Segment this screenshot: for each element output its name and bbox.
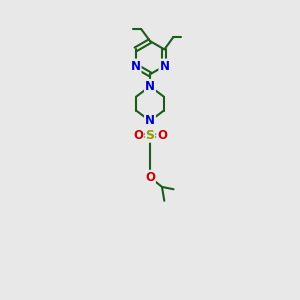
Text: N: N (159, 59, 170, 73)
Text: N: N (145, 80, 155, 93)
Text: N: N (145, 114, 155, 128)
Text: O: O (145, 171, 155, 184)
Text: N: N (130, 59, 141, 73)
Text: O: O (157, 129, 167, 142)
Text: O: O (133, 129, 143, 142)
Text: S: S (146, 129, 154, 142)
